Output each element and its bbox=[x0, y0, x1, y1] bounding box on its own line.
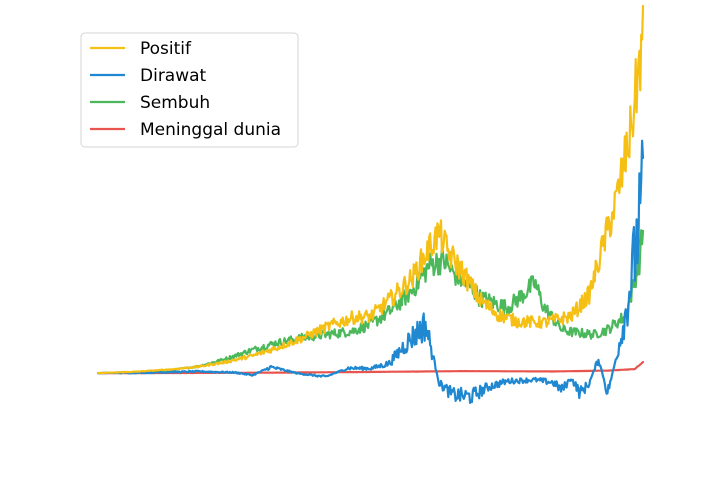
plot-area bbox=[96, 4, 645, 404]
series-line-dirawat bbox=[96, 139, 645, 404]
series-line-positif bbox=[96, 4, 645, 375]
legend-label-sembuh: Sembuh bbox=[140, 93, 210, 113]
legend-label-meninggal-dunia: Meninggal dunia bbox=[140, 120, 281, 140]
legend-label-dirawat: Dirawat bbox=[140, 66, 207, 86]
legend: Positif Dirawat Sembuh Meninggal dunia bbox=[80, 32, 299, 148]
series-line-sembuh bbox=[96, 229, 645, 375]
legend-label-positif: Positif bbox=[140, 39, 192, 59]
legend-frame bbox=[80, 32, 299, 148]
